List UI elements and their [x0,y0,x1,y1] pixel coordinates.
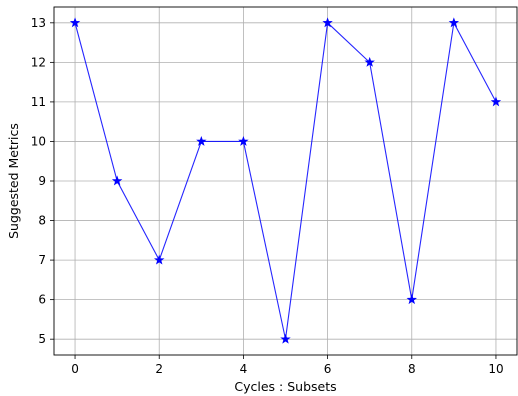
x-tick-label: 0 [71,362,79,376]
data-point [280,333,291,344]
x-axis-label: Cycles : Subsets [234,379,336,394]
y-tick-label: 10 [31,134,46,148]
x-tick-label: 2 [155,362,163,376]
data-point [490,96,502,107]
y-tick-label: 7 [38,253,46,267]
grid [54,7,517,355]
y-tick-label: 11 [31,95,46,109]
data-point [406,294,417,305]
data-point [69,17,81,28]
x-tick-label: 4 [240,362,248,376]
markers [69,17,502,344]
x-tick-label: 8 [408,362,416,376]
x-tick-label: 10 [488,362,503,376]
y-tick-label: 8 [38,214,46,228]
y-tick-label: 6 [38,293,46,307]
y-tick-label: 9 [38,174,46,188]
data-point [238,135,249,146]
x-tick-label: 6 [324,362,332,376]
y-tick-label: 13 [31,16,46,30]
data-point [111,175,123,186]
y-tick-label: 12 [31,55,46,69]
y-axis-label: Suggested Metrics [6,123,21,239]
y-tick-label: 5 [38,332,46,346]
data-point [364,56,375,67]
data-point [322,17,333,28]
x-axis: 0 2 4 6 8 10 [71,355,504,376]
data-point [154,254,165,265]
y-axis: 5 6 7 8 9 10 11 12 13 [31,16,54,346]
data-point [448,17,460,28]
data-point [196,135,207,146]
